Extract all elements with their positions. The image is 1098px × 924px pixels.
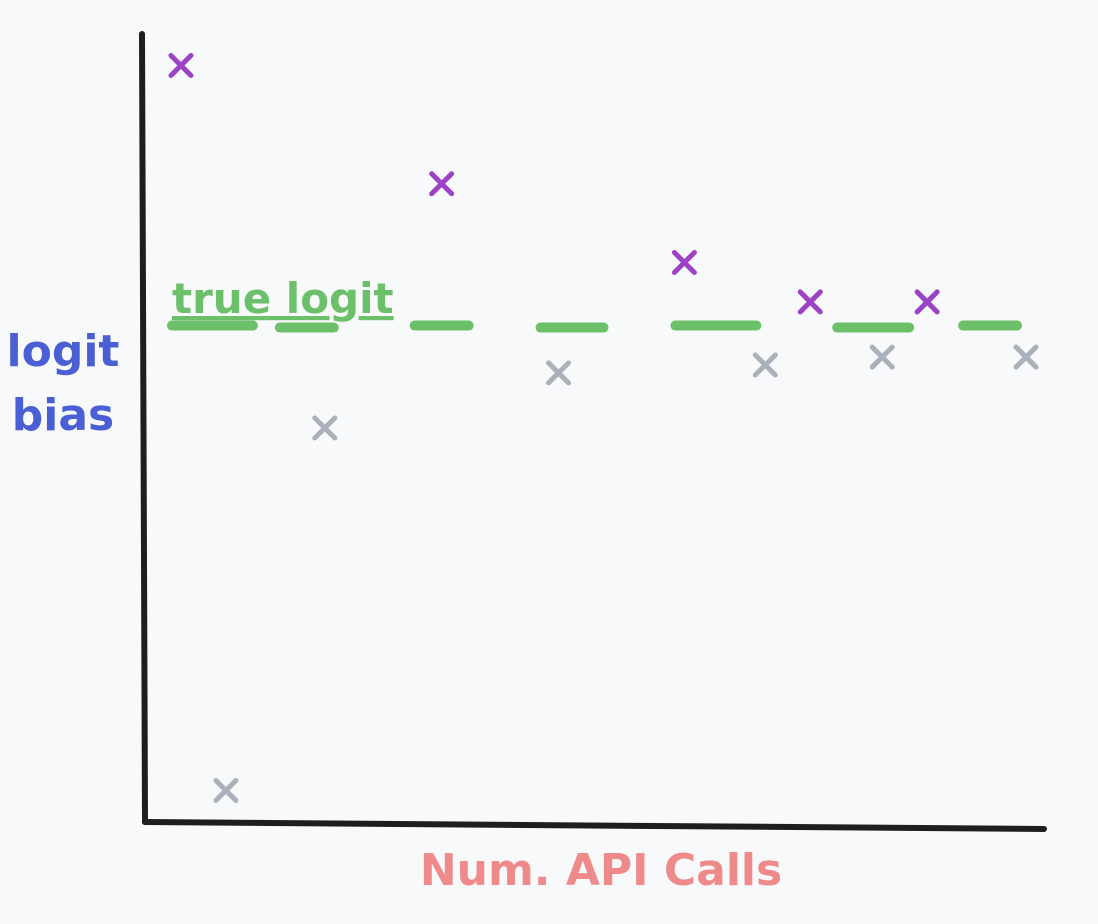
gray-point-marker [213, 777, 239, 803]
gray-point-marker [312, 415, 338, 441]
axes [139, 31, 1047, 832]
y-axis-label: logit bias [7, 326, 120, 441]
x-axis-line [142, 819, 1047, 832]
true-logit-label: true logit [172, 274, 394, 323]
purple-point-marker [797, 289, 823, 315]
gray-point-marker [546, 360, 572, 386]
purple-point-marker [914, 289, 940, 315]
y-axis-label-line-2: bias [12, 390, 114, 441]
purple-point-marker [671, 250, 697, 276]
y-axis-line [139, 31, 148, 825]
gray-point-marker [752, 352, 778, 378]
purple-point-marker [429, 171, 455, 197]
true-logit-line [166, 320, 1023, 333]
gray-point-marker [869, 344, 895, 370]
purple-point-marker [168, 53, 194, 79]
y-axis-label-line-1: logit [7, 326, 120, 377]
data-points [168, 53, 1039, 803]
true-logit-annotation: true logit [172, 274, 394, 323]
gray-point-marker [1013, 344, 1039, 370]
x-axis-label: Num. API Calls [420, 845, 782, 896]
